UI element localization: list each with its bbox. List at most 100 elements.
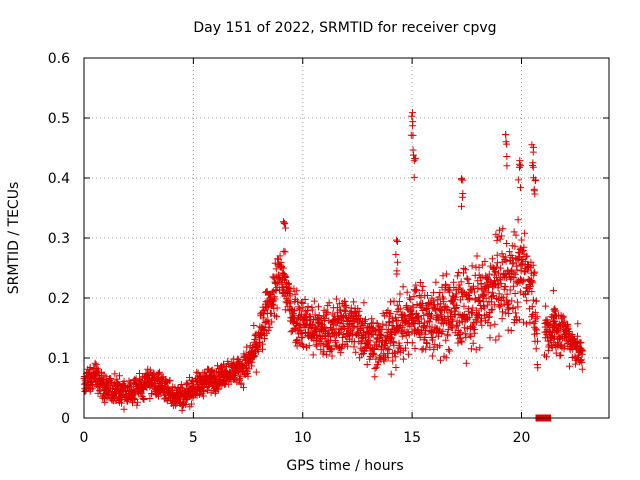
data-point <box>457 328 465 336</box>
data-point <box>430 289 438 297</box>
data-point <box>457 337 465 345</box>
data-point <box>510 274 518 282</box>
data-point <box>424 292 431 299</box>
data-point <box>534 364 542 372</box>
data-point <box>501 283 509 291</box>
data-point <box>272 265 280 273</box>
data-point <box>139 395 147 403</box>
data-point <box>515 316 523 324</box>
data-point <box>280 219 288 227</box>
data-point <box>416 320 424 328</box>
data-point <box>444 332 452 340</box>
data-point <box>237 372 245 380</box>
data-point <box>514 176 522 184</box>
data-point <box>423 339 430 347</box>
data-point <box>422 345 430 353</box>
x-tick-label: 0 <box>80 430 89 446</box>
data-point <box>240 384 247 392</box>
data-point <box>460 302 468 310</box>
data-point <box>548 344 556 352</box>
data-point <box>111 370 119 378</box>
data-point <box>446 347 454 355</box>
data-point <box>385 346 393 354</box>
data-point <box>432 278 440 286</box>
data-point <box>271 295 279 303</box>
y-tick-label: 0.5 <box>48 111 70 127</box>
data-point <box>406 294 413 302</box>
data-point <box>577 357 585 365</box>
data-point <box>462 266 470 274</box>
data-point <box>417 315 425 323</box>
data-point <box>379 320 387 328</box>
data-point <box>366 322 374 330</box>
data-point <box>437 356 444 364</box>
data-point <box>504 300 512 308</box>
data-point <box>457 278 465 286</box>
data-point <box>476 302 484 309</box>
x-tick-label: 5 <box>189 430 198 446</box>
data-point <box>294 297 302 305</box>
data-point <box>506 286 514 294</box>
data-point <box>337 345 345 353</box>
data-point <box>389 317 397 325</box>
data-point <box>498 232 506 240</box>
data-point <box>429 297 437 305</box>
data-point <box>287 328 295 336</box>
data-point <box>449 300 457 308</box>
data-point <box>91 359 99 367</box>
data-point <box>399 283 407 291</box>
data-point <box>552 349 560 357</box>
data-point <box>350 298 358 306</box>
data-point <box>360 299 368 307</box>
data-point <box>505 248 513 256</box>
data-point <box>452 293 460 301</box>
data-point <box>467 333 475 341</box>
data-point <box>409 109 416 117</box>
data-point <box>188 400 195 408</box>
data-point <box>497 280 505 288</box>
data-point <box>89 382 97 390</box>
data-point <box>529 261 537 269</box>
y-tick-label: 0.1 <box>48 351 70 367</box>
x-tick-label: 10 <box>294 430 312 446</box>
data-point <box>453 301 461 309</box>
data-point <box>259 314 267 322</box>
data-point <box>508 254 516 262</box>
data-point <box>557 341 565 349</box>
data-point <box>374 343 382 351</box>
data-point <box>278 263 286 271</box>
data-point <box>263 329 271 337</box>
data-point <box>396 342 404 350</box>
data-point <box>486 334 494 342</box>
data-point <box>470 282 477 290</box>
data-point <box>428 352 436 360</box>
y-tick-label: 0.6 <box>48 51 70 67</box>
data-point <box>497 264 505 272</box>
data-point <box>495 332 503 340</box>
data-point <box>445 288 453 296</box>
data-point <box>408 339 416 347</box>
data-point <box>518 236 526 244</box>
data-point <box>490 282 498 290</box>
data-point <box>298 299 306 306</box>
x-tick-label: 20 <box>513 430 531 446</box>
data-point <box>423 305 431 313</box>
data-point <box>366 337 374 345</box>
data-point <box>392 236 400 244</box>
data-point <box>512 309 520 317</box>
data-point <box>519 278 527 286</box>
data-point <box>396 305 404 313</box>
data-point <box>574 320 582 328</box>
data-point <box>442 282 450 290</box>
data-point <box>299 304 307 312</box>
data-point <box>507 327 515 334</box>
data-point <box>371 373 379 381</box>
data-point <box>392 364 400 371</box>
data-point <box>394 258 402 266</box>
data-point <box>397 322 405 330</box>
data-point <box>542 302 550 310</box>
data-point <box>180 400 187 408</box>
data-point <box>419 282 427 290</box>
data-point <box>248 358 256 366</box>
data-point <box>116 372 123 380</box>
